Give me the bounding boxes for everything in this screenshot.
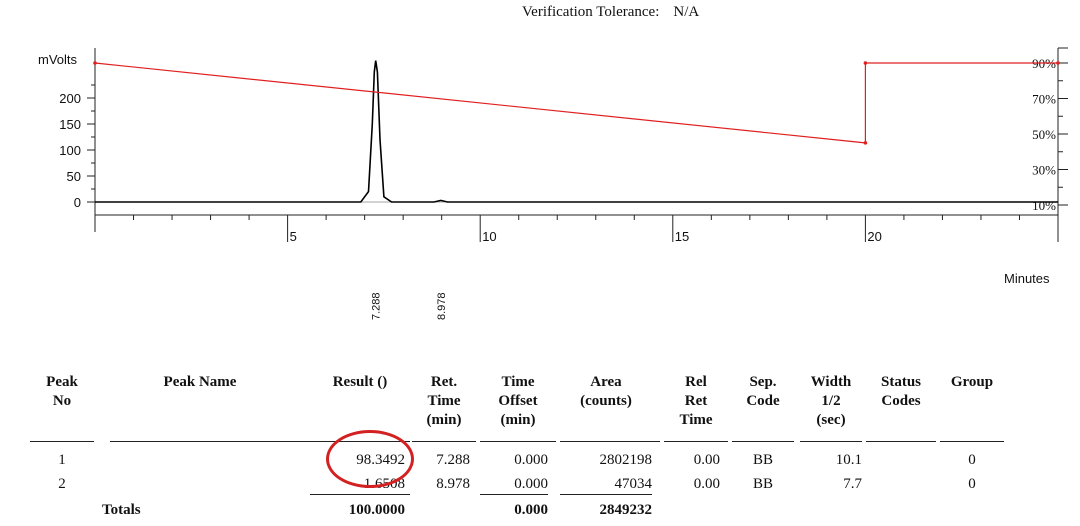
totals-result: 100.0000 <box>348 502 405 518</box>
x-tick-label: 10 <box>482 229 496 244</box>
column-header: Peak No <box>46 374 78 409</box>
table-cell: 0 <box>968 452 976 468</box>
column-header: Status Codes <box>880 374 921 409</box>
x-tick-label: 15 <box>675 229 689 244</box>
gradient-point <box>1056 61 1060 65</box>
table-rule <box>310 494 410 495</box>
column-header: Sep. Code <box>746 374 780 409</box>
x-axis-label: Minutes <box>1004 271 1050 286</box>
table-rule <box>800 441 862 442</box>
peak-label: 7.288 <box>371 292 383 320</box>
table-rule <box>866 441 936 442</box>
table-cell: 1 <box>58 452 66 468</box>
table-cell: 0.00 <box>693 452 720 468</box>
y-tick-label: 200 <box>59 91 81 106</box>
x-tick-label: 5 <box>290 229 297 244</box>
table-cell: 8.978 <box>436 476 470 492</box>
table-cell: 2 <box>58 476 66 492</box>
column-header: Ret. Time (min) <box>426 374 462 428</box>
column-header: Result () <box>332 374 388 390</box>
gradient-point <box>93 61 97 65</box>
table-cell: 0.000 <box>514 452 548 468</box>
column-header: Width 1/2 (sec) <box>810 374 852 428</box>
chromatogram-line <box>95 60 1058 203</box>
gradient-line <box>94 62 1058 144</box>
y2-tick-label: 70% <box>1032 92 1056 107</box>
totals-area: 2849232 <box>599 502 653 518</box>
column-header: Group <box>950 374 994 390</box>
table-cell: 7.288 <box>436 452 470 468</box>
y-tick-label: 150 <box>59 117 81 132</box>
y-tick-label: 100 <box>59 143 81 158</box>
table-cell: 10.1 <box>835 452 862 468</box>
verification-label: Verification Tolerance: <box>522 4 660 20</box>
table-rule <box>664 441 728 442</box>
table-cell: 0 <box>968 476 976 492</box>
totals-offset: 0.000 <box>514 502 548 518</box>
chromatogram-chart: mVoltsMinutes05010015020010%30%50%70%90%… <box>38 47 1068 320</box>
peak-label: 8.978 <box>436 292 448 320</box>
gradient-point <box>863 141 868 145</box>
result-highlight-circle <box>326 430 414 488</box>
table-rule <box>940 441 1004 442</box>
x-tick-label: 20 <box>867 229 881 244</box>
column-header: Peak Name <box>163 374 237 390</box>
table-rule <box>480 441 556 442</box>
y2-tick-label: 30% <box>1032 163 1056 178</box>
y-tick-label: 0 <box>74 195 81 210</box>
verification-tolerance: Verification Tolerance: N/A <box>522 4 699 21</box>
gradient-point <box>863 61 868 65</box>
y2-tick-label: 50% <box>1032 127 1056 142</box>
y-tick-label: 50 <box>67 169 81 184</box>
y2-tick-label: 10% <box>1032 198 1056 213</box>
verification-value: N/A <box>673 4 700 20</box>
y-axis-label: mVolts <box>38 52 78 67</box>
table-cell: BB <box>752 452 773 468</box>
table-rule <box>732 441 794 442</box>
table-cell: BB <box>752 476 773 492</box>
table-cell: 0.000 <box>514 476 548 492</box>
table-rule <box>560 494 652 495</box>
table-rule <box>480 494 548 495</box>
column-header: Area (counts) <box>580 374 632 409</box>
table-rule <box>30 441 94 442</box>
table-rule <box>412 441 476 442</box>
totals-label: Totals <box>102 502 141 518</box>
table-cell: 2802198 <box>599 452 653 468</box>
table-cell: 0.00 <box>693 476 720 492</box>
table-cell: 47034 <box>614 476 653 492</box>
column-header: Rel Ret Time <box>679 374 713 428</box>
column-header: Time Offset (min) <box>498 374 538 428</box>
table-cell: 7.7 <box>843 476 862 492</box>
table-rule <box>560 441 660 442</box>
